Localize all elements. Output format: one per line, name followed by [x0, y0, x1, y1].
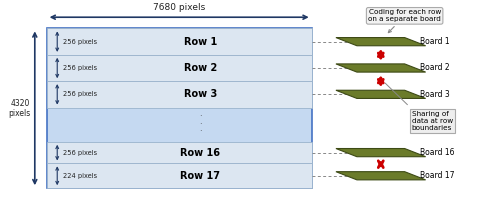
- Text: Row 3: Row 3: [184, 89, 217, 99]
- Text: Sharing of
data at row
boundaries: Sharing of data at row boundaries: [412, 111, 453, 131]
- Polygon shape: [336, 148, 426, 157]
- Text: Board 16: Board 16: [420, 148, 455, 157]
- Text: 7680 pixels: 7680 pixels: [153, 3, 205, 12]
- Bar: [47, 29, 312, 188]
- Text: Row 16: Row 16: [180, 148, 220, 158]
- Bar: [47, 163, 312, 188]
- Text: 256 pixels: 256 pixels: [63, 39, 97, 45]
- Bar: [47, 29, 312, 55]
- Text: Row 17: Row 17: [180, 171, 220, 181]
- Text: 224 pixels: 224 pixels: [63, 173, 97, 179]
- Text: Coding for each row
on a separate board: Coding for each row on a separate board: [368, 9, 441, 33]
- Text: ·
·
·: · · ·: [199, 112, 202, 136]
- Text: 256 pixels: 256 pixels: [63, 91, 97, 97]
- Bar: [47, 81, 312, 108]
- Polygon shape: [336, 172, 426, 180]
- Polygon shape: [336, 38, 426, 46]
- Bar: [47, 55, 312, 81]
- Text: 256 pixels: 256 pixels: [63, 150, 97, 156]
- Text: Board 3: Board 3: [420, 90, 450, 99]
- Text: Board 17: Board 17: [420, 171, 455, 180]
- Text: Board 1: Board 1: [420, 37, 450, 46]
- Text: Row 1: Row 1: [184, 37, 217, 47]
- Text: 4320
pixels: 4320 pixels: [8, 99, 30, 118]
- Text: Board 2: Board 2: [420, 63, 450, 72]
- Polygon shape: [336, 64, 426, 72]
- Text: Row 2: Row 2: [184, 63, 217, 73]
- Text: 256 pixels: 256 pixels: [63, 65, 97, 71]
- Bar: [47, 142, 312, 163]
- Polygon shape: [336, 90, 426, 98]
